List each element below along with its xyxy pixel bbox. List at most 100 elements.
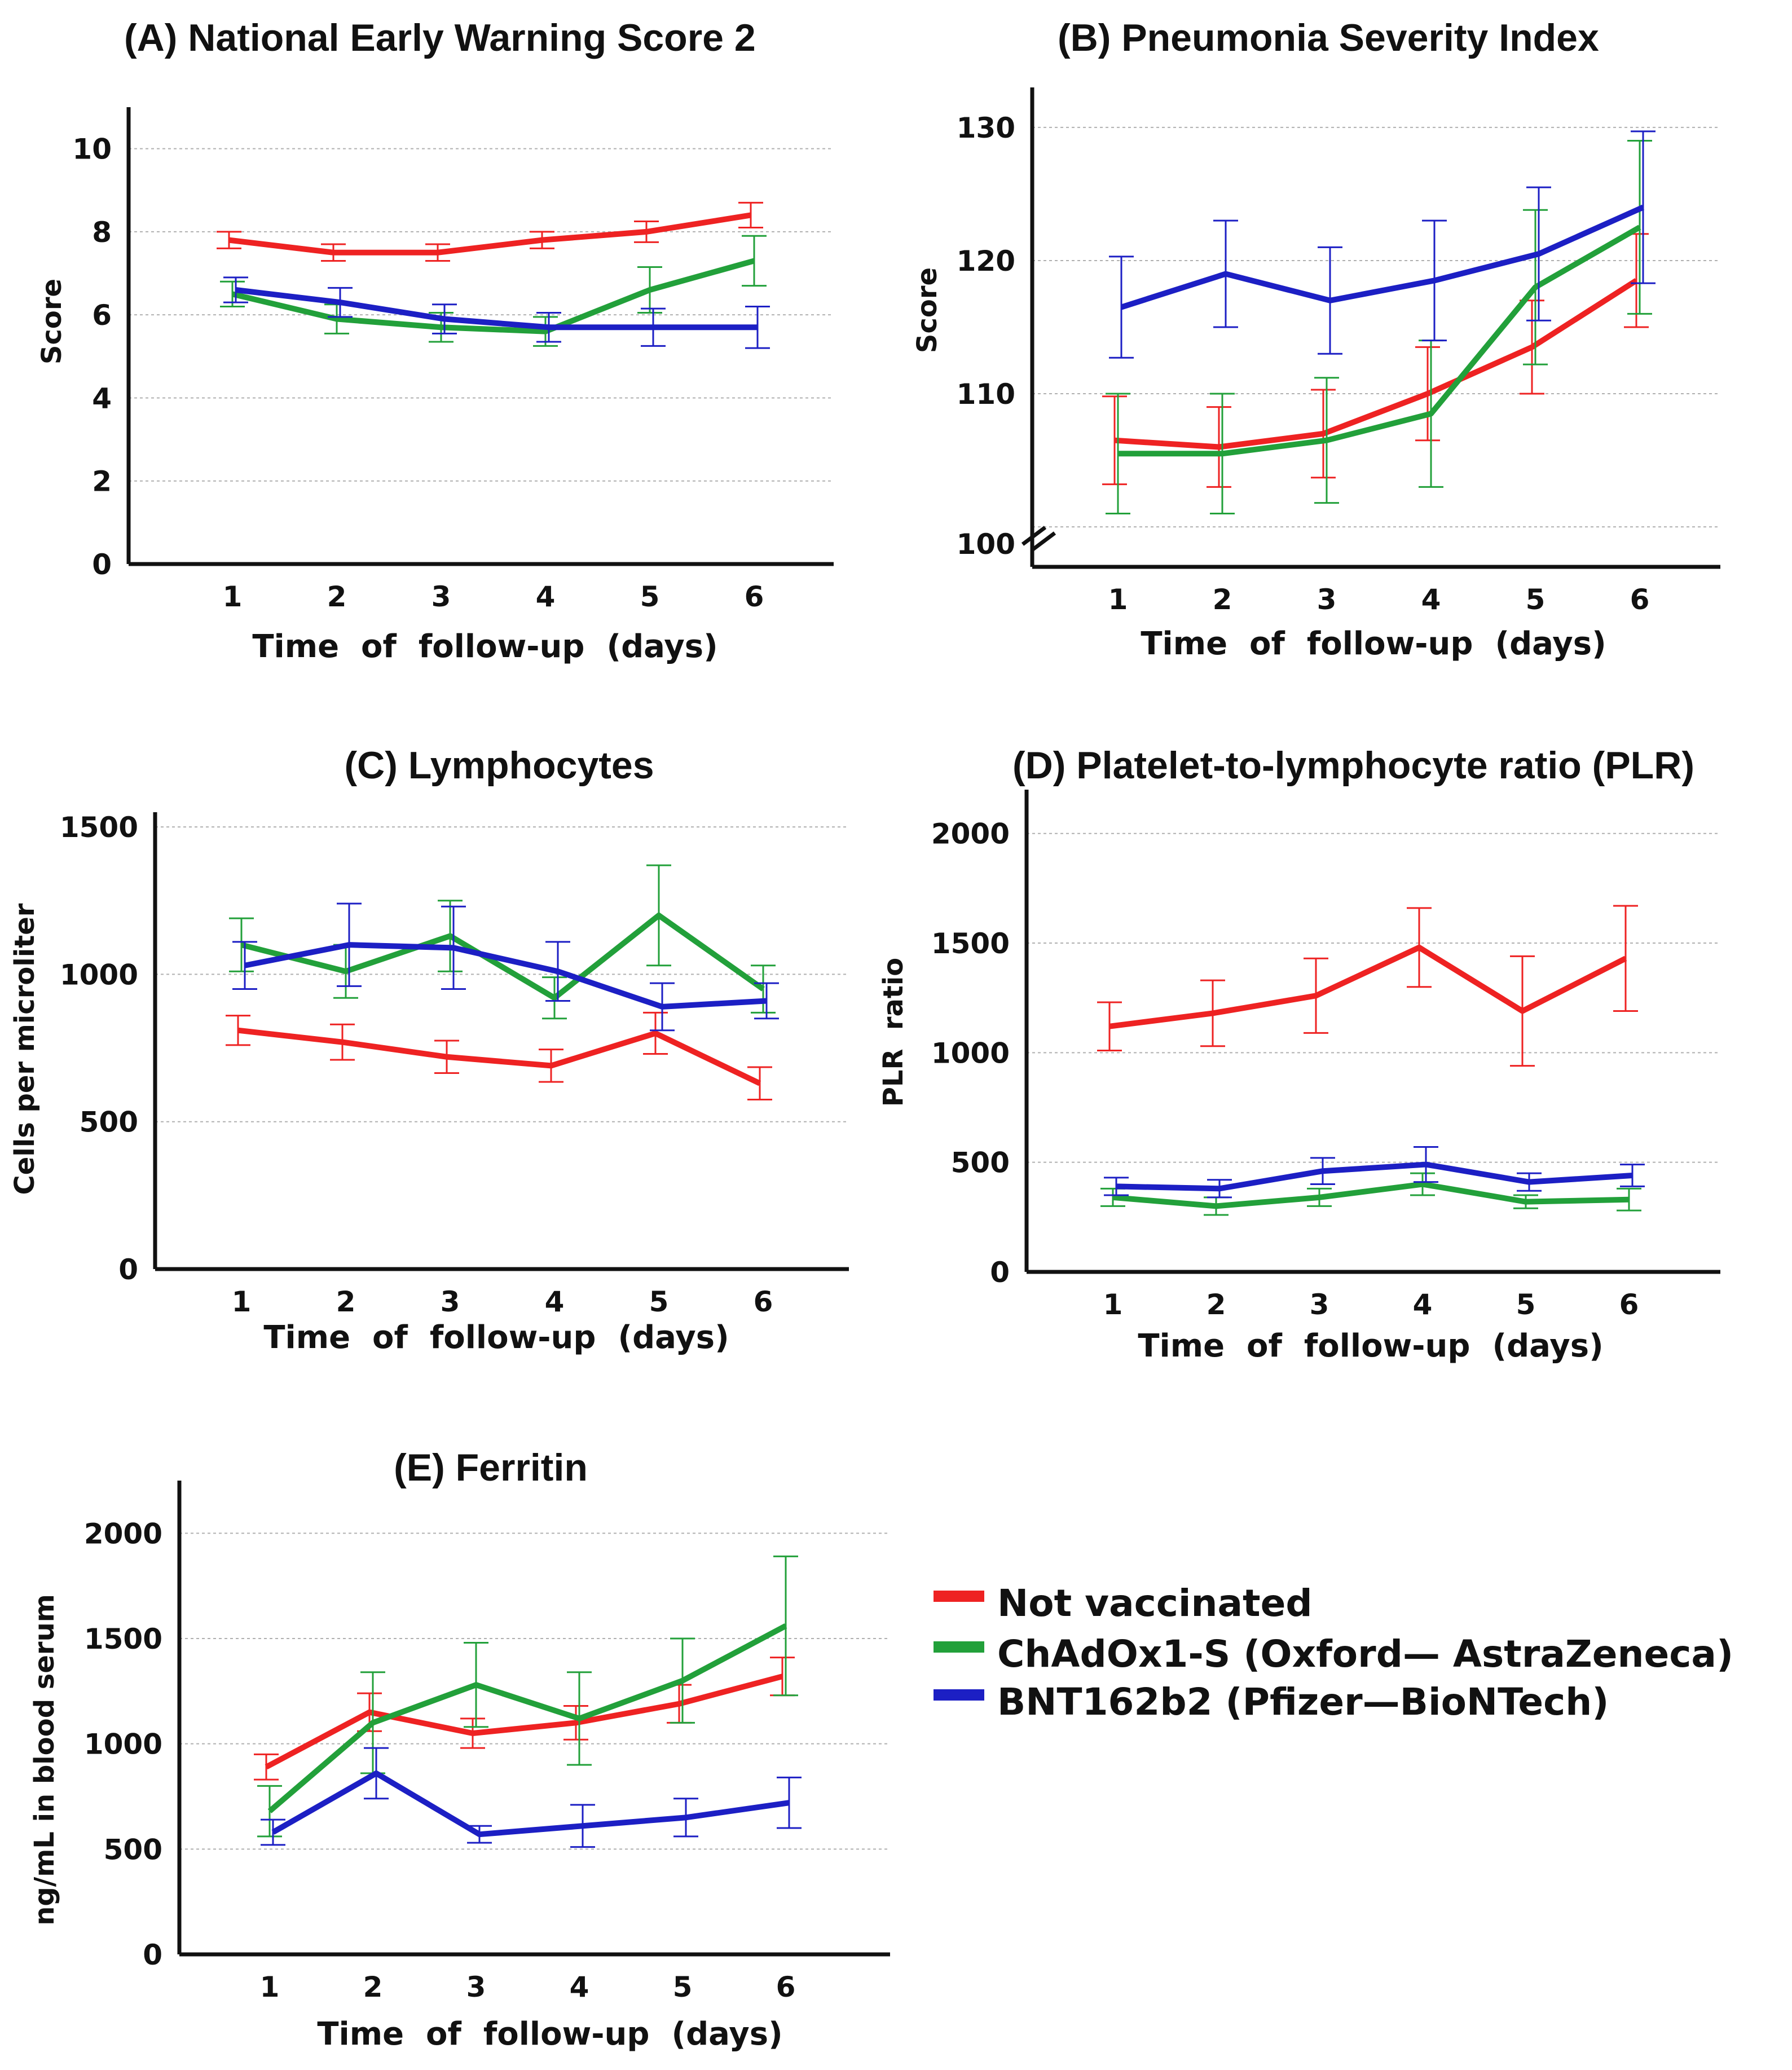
series-bnt162b2: [1109, 130, 1655, 359]
series-bnt162b2: [232, 902, 779, 1032]
panel-a: (A) National Early Warning Score 2 Score…: [36, 16, 834, 665]
y-tick-label: 0: [990, 1256, 1010, 1289]
x-tick-label: 1: [232, 1285, 252, 1318]
x-tick-label: 2: [1213, 583, 1232, 616]
x-tick-label: 5: [1516, 1288, 1536, 1321]
y-tick-label: 10: [72, 133, 112, 166]
y-tick-label: 2000: [931, 818, 1010, 851]
panel-b-ylabel: Score: [912, 267, 943, 353]
y-tick-label: 6: [92, 299, 112, 332]
panel-b-plot: 100 110 120 130 1 2 3 4 5 6: [957, 87, 1720, 616]
panel-d: (D) Platelet-to-lymphocyte ratio (PLR) P…: [878, 744, 1720, 1364]
x-tick-label: 1: [1108, 583, 1128, 616]
series-line-bnt162b2: [1120, 204, 1645, 310]
x-tick-label: 1: [260, 1971, 280, 2003]
panel-c-ylabel: Cells per microliter: [9, 903, 41, 1195]
series-chadox1: [1100, 1172, 1641, 1216]
panel-c-plot: 0 500 1000 1500 1 2 3 4 5 6: [60, 811, 849, 1318]
panel-a-title: (A) National Early Warning Score 2: [124, 16, 756, 59]
y-tick-label: 500: [80, 1106, 138, 1139]
panel-d-title: (D) Platelet-to-lymphocyte ratio (PLR): [1012, 744, 1694, 787]
series-line-chadox1: [231, 258, 755, 334]
x-tick-label: 6: [1619, 1288, 1639, 1321]
x-tick-label: 3: [1310, 1288, 1329, 1321]
series-line-chadox1: [267, 1623, 787, 1813]
legend-label: Not vaccinated: [997, 1582, 1313, 1625]
x-tick-label: 4: [536, 580, 556, 613]
y-tick-label: 1000: [60, 958, 138, 991]
series-line-not-vaccinated: [228, 212, 751, 256]
series-line-bnt162b2: [235, 287, 758, 331]
panel-b-title: (B) Pneumonia Severity Index: [1058, 16, 1599, 59]
error-bar: [742, 235, 767, 287]
x-tick-label: 5: [1526, 583, 1546, 616]
panel-b: (B) Pneumonia Severity Index Score Time …: [912, 16, 1720, 662]
panel-e-xlabel: Time of follow-up (days): [317, 2016, 782, 2053]
panel-c: (C) Lymphocytes Cells per microliter Tim…: [9, 744, 849, 1356]
series-line-bnt162b2: [271, 1770, 790, 1838]
y-tick-label: 0: [143, 1939, 162, 1971]
series-bnt162b2: [1104, 1146, 1645, 1199]
series-line-not-vaccinated: [1109, 944, 1627, 1029]
series-line-chadox1: [1112, 1181, 1630, 1209]
x-tick-label: 3: [432, 580, 451, 613]
panel-b-xlabel: Time of follow-up (days): [1141, 626, 1606, 662]
panel-e-plot: 0 500 1000 1500 2000 1 2 3 4 5 6: [84, 1481, 890, 2003]
x-tick-label: 3: [466, 1971, 486, 2003]
series-not-vaccinated: [1097, 905, 1638, 1067]
y-tick-label: 8: [92, 216, 112, 249]
series-line-not-vaccinated: [237, 1027, 761, 1086]
panel-c-title: (C) Lymphocytes: [344, 744, 654, 787]
x-tick-label: 4: [545, 1285, 565, 1318]
legend-item-bnt162b2: BNT162b2 (Pfizer—BioNTech): [934, 1680, 1609, 1724]
panel-d-xlabel: Time of follow-up (days): [1138, 1328, 1603, 1364]
x-tick-label: 6: [745, 580, 764, 613]
panel-a-ylabel: Score: [36, 279, 68, 364]
series-line-chadox1: [240, 912, 765, 1001]
y-tick-label: 1500: [84, 1623, 162, 1655]
series-not-vaccinated: [226, 1011, 772, 1101]
x-tick-label: 5: [640, 580, 660, 613]
x-tick-label: 2: [327, 580, 347, 613]
y-tick-label: 2000: [84, 1517, 162, 1550]
legend-label: BNT162b2 (Pfizer—BioNTech): [997, 1680, 1609, 1724]
legend-label: ChAdOx1-S (Oxford— AstraZeneca): [997, 1632, 1733, 1676]
series-line-bnt162b2: [244, 942, 767, 1010]
x-tick-label: 2: [1207, 1288, 1226, 1321]
panel-e-ylabel: ng/mL in blood serum: [29, 1594, 60, 1926]
x-tick-label: 6: [1630, 583, 1650, 616]
y-tick-label: 1500: [931, 927, 1010, 960]
x-tick-label: 3: [1317, 583, 1337, 616]
series-line-not-vaccinated: [265, 1673, 783, 1770]
x-tick-label: 5: [649, 1285, 669, 1318]
y-tick-label: 1000: [84, 1728, 162, 1761]
panel-c-xlabel: Time of follow-up (days): [263, 1319, 729, 1356]
y-tick-label: 110: [957, 378, 1015, 411]
panel-e: (E) Ferritin ng/mL in blood serum Time o…: [29, 1446, 890, 2053]
series-not-vaccinated: [254, 1657, 795, 1781]
x-tick-label: 1: [1103, 1288, 1123, 1321]
x-tick-label: 2: [363, 1971, 383, 2003]
y-tick-label: 1500: [60, 811, 138, 844]
x-tick-label: 4: [1421, 583, 1441, 616]
series-bnt162b2: [261, 1747, 802, 1848]
legend: Not vaccinated ChAdOx1-S (Oxford— AstraZ…: [934, 1582, 1733, 1724]
series-line-chadox1: [1118, 224, 1641, 457]
error-bar: [261, 1818, 285, 1846]
y-tick-label: 1000: [931, 1037, 1010, 1069]
y-tick-label: 0: [92, 548, 112, 581]
panel-d-plot: 0 500 1000 1500 2000 1 2 3 4 5 6: [931, 790, 1720, 1321]
panel-e-title: (E) Ferritin: [394, 1446, 588, 1489]
panel-b-axis-break: [1021, 526, 1056, 552]
series-bnt162b2: [223, 276, 770, 349]
series-line-bnt162b2: [1116, 1161, 1633, 1192]
series-chadox1: [229, 864, 776, 1020]
series-chadox1: [257, 1555, 798, 1838]
y-tick-label: 130: [957, 112, 1015, 144]
x-tick-label: 1: [223, 580, 243, 613]
y-tick-label: 500: [104, 1833, 162, 1866]
y-tick-label: 0: [118, 1253, 138, 1286]
x-tick-label: 6: [776, 1971, 796, 2003]
